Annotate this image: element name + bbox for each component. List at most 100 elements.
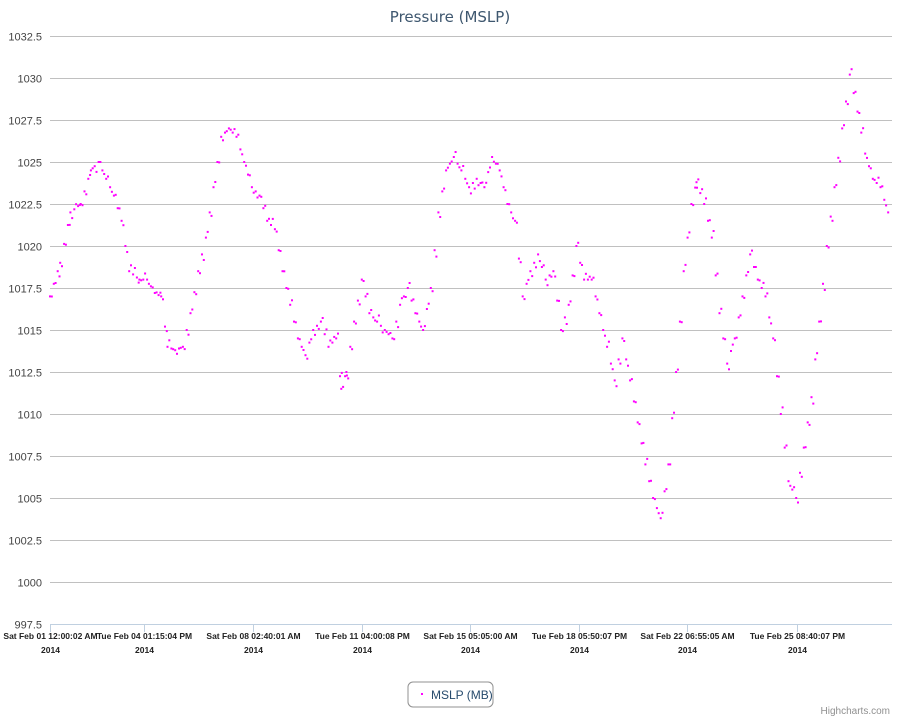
data-point[interactable]: [544, 278, 547, 281]
data-point[interactable]: [212, 186, 215, 189]
data-point[interactable]: [227, 127, 230, 130]
data-point[interactable]: [122, 224, 125, 227]
data-point[interactable]: [133, 267, 136, 269]
data-point[interactable]: [596, 298, 599, 301]
data-point[interactable]: [116, 207, 119, 210]
data-point[interactable]: [822, 282, 824, 285]
data-point[interactable]: [250, 186, 253, 189]
data-point[interactable]: [781, 406, 784, 409]
data-point[interactable]: [245, 164, 247, 167]
data-point[interactable]: [285, 287, 288, 289]
data-point[interactable]: [707, 219, 709, 222]
data-point[interactable]: [58, 275, 61, 278]
data-point[interactable]: [741, 295, 744, 298]
data-point[interactable]: [548, 274, 551, 277]
data-point[interactable]: [460, 169, 463, 172]
data-point[interactable]: [446, 166, 449, 169]
data-point[interactable]: [374, 319, 377, 322]
data-point[interactable]: [837, 156, 840, 159]
data-point[interactable]: [720, 307, 723, 310]
data-point[interactable]: [66, 224, 69, 226]
data-point[interactable]: [387, 333, 390, 336]
data-point[interactable]: [820, 320, 822, 323]
data-point[interactable]: [310, 338, 313, 341]
data-point[interactable]: [858, 112, 861, 114]
data-point[interactable]: [479, 182, 482, 184]
data-point[interactable]: [737, 316, 740, 319]
data-point[interactable]: [191, 308, 194, 311]
data-point[interactable]: [623, 340, 626, 342]
data-point[interactable]: [735, 336, 738, 339]
data-point[interactable]: [862, 127, 865, 130]
data-point[interactable]: [728, 368, 730, 371]
data-point[interactable]: [312, 329, 315, 331]
data-point[interactable]: [354, 322, 357, 325]
data-point[interactable]: [814, 358, 817, 361]
data-point[interactable]: [300, 345, 303, 348]
data-point[interactable]: [579, 261, 582, 264]
data-point[interactable]: [483, 186, 486, 189]
data-point[interactable]: [468, 186, 471, 189]
data-point[interactable]: [678, 320, 681, 323]
data-point[interactable]: [671, 417, 674, 420]
data-point[interactable]: [848, 73, 851, 76]
data-point[interactable]: [222, 139, 224, 142]
data-point[interactable]: [561, 330, 564, 333]
data-point[interactable]: [552, 270, 555, 273]
data-point[interactable]: [485, 181, 488, 184]
data-point[interactable]: [776, 375, 778, 378]
data-point[interactable]: [537, 253, 540, 256]
data-point[interactable]: [147, 282, 150, 285]
data-point[interactable]: [448, 162, 451, 165]
data-point[interactable]: [498, 169, 501, 172]
data-point[interactable]: [625, 358, 628, 361]
data-point[interactable]: [494, 162, 497, 165]
data-point[interactable]: [319, 320, 322, 323]
data-point[interactable]: [749, 253, 752, 256]
data-point[interactable]: [199, 272, 201, 275]
data-point[interactable]: [61, 265, 63, 268]
data-point[interactable]: [337, 332, 339, 335]
data-point[interactable]: [577, 241, 580, 244]
data-point[interactable]: [233, 128, 236, 131]
data-point[interactable]: [317, 327, 320, 330]
data-point[interactable]: [739, 314, 742, 317]
data-point[interactable]: [673, 411, 675, 414]
data-point[interactable]: [627, 364, 629, 367]
data-point[interactable]: [450, 160, 453, 163]
data-point[interactable]: [799, 471, 801, 474]
data-point[interactable]: [846, 103, 849, 106]
data-point[interactable]: [291, 299, 293, 302]
data-point[interactable]: [785, 444, 788, 447]
data-point[interactable]: [502, 186, 505, 189]
credits-link[interactable]: Highcharts.com: [821, 706, 890, 717]
data-point[interactable]: [825, 245, 828, 247]
data-point[interactable]: [531, 275, 534, 278]
data-point[interactable]: [810, 396, 813, 399]
data-point[interactable]: [756, 278, 759, 281]
data-point[interactable]: [565, 323, 568, 325]
data-point[interactable]: [454, 151, 457, 153]
data-point[interactable]: [183, 348, 186, 351]
data-point[interactable]: [521, 295, 524, 298]
data-point[interactable]: [556, 299, 559, 302]
data-point[interactable]: [366, 292, 369, 295]
data-point[interactable]: [273, 228, 276, 231]
data-point[interactable]: [89, 169, 92, 172]
data-point[interactable]: [97, 161, 100, 163]
data-point[interactable]: [712, 230, 715, 232]
data-point[interactable]: [385, 330, 388, 333]
data-point[interactable]: [747, 271, 750, 273]
data-point[interactable]: [441, 190, 444, 193]
data-point[interactable]: [724, 338, 727, 341]
data-point[interactable]: [699, 192, 702, 195]
data-point[interactable]: [172, 348, 175, 351]
data-point[interactable]: [515, 221, 518, 224]
data-point[interactable]: [345, 374, 348, 377]
data-point[interactable]: [762, 281, 765, 284]
data-point[interactable]: [126, 251, 129, 253]
data-point[interactable]: [146, 278, 149, 281]
data-point[interactable]: [789, 484, 792, 487]
data-point[interactable]: [149, 285, 152, 288]
data-point[interactable]: [802, 446, 805, 449]
